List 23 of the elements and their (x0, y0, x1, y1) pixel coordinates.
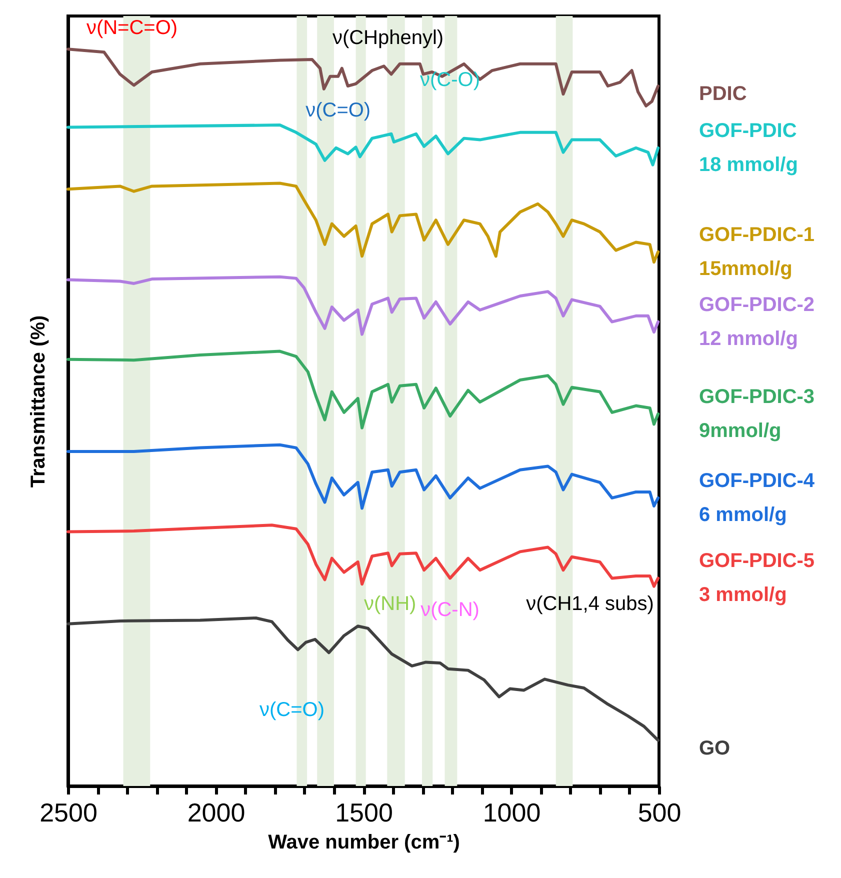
text: GOF-PDIC 18 mmol/g (699, 120, 798, 176)
x-tick-label: 1500 (335, 798, 393, 828)
text: GOF-PDIC-4 6 mmol/g (699, 470, 816, 526)
annotation: ν(C=O) (306, 99, 371, 122)
annotation: ν(C-O) (420, 69, 480, 91)
x-axis-title: Wave number (cm⁻¹) (268, 832, 460, 854)
annotation: ν(CHphenyl) (332, 27, 444, 50)
text: GOF-PDIC-3 9mmol/g (699, 386, 815, 442)
x-tick-label: 500 (638, 798, 682, 828)
y-axis-title: Transmittance (%) (28, 315, 50, 488)
annotation: ν(C=O) (259, 699, 324, 722)
text: GOF-PDIC-5 3 mmol/g (699, 550, 815, 606)
text: GOF-PDIC-1 15mmol/g (699, 224, 815, 280)
annotation: ν(NH) (364, 593, 416, 615)
x-tick-label: 1000 (482, 798, 541, 828)
text: GO (699, 737, 730, 760)
x-tick-label: 2000 (187, 798, 246, 828)
text: PDIC (699, 83, 747, 105)
text: ν(N=C=O) (86, 17, 178, 39)
text: GOF-PDIC-2 12 mmol/g (699, 294, 815, 350)
annotation: ν(C-N) (420, 599, 480, 621)
annotation: ν(CH1,4 subs) (526, 593, 654, 615)
x-tick-label: 2500 (40, 798, 98, 828)
